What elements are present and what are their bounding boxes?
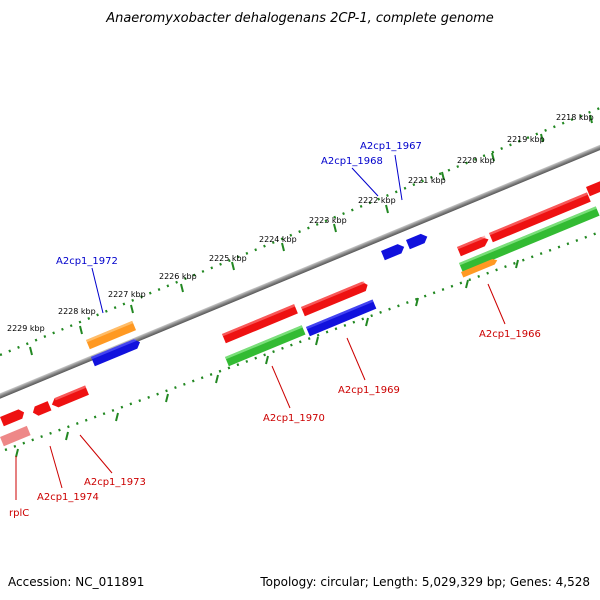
gene-label[interactable]: A2cp1_1969 <box>338 385 400 396</box>
scale-labels: 2218 kbp 2219 kbp 2220 kbp 2221 kbp 2222… <box>7 113 594 333</box>
gene-feature[interactable] <box>381 242 406 261</box>
gene-feature[interactable] <box>457 235 490 257</box>
gene-label[interactable]: A2cp1_1974 <box>37 492 99 503</box>
inner-scale-ticks <box>4 230 600 452</box>
gene-label[interactable]: A2cp1_1972 <box>56 256 118 267</box>
scale-label: 2224 kbp <box>259 235 297 244</box>
outer-major-ticks <box>29 114 593 356</box>
gene-feature[interactable] <box>31 401 52 417</box>
scale-label: 2219 kbp <box>507 135 545 144</box>
scale-label: 2229 kbp <box>7 324 45 333</box>
gene-labels-outer: A2cp1_1967 A2cp1_1968 A2cp1_1972 <box>56 141 422 267</box>
gene-feature[interactable] <box>488 192 591 243</box>
gene-feature[interactable] <box>406 232 429 250</box>
gene-feature[interactable] <box>461 257 498 278</box>
gene-feature[interactable] <box>86 320 137 350</box>
gene-labels-inner: A2cp1_1966 A2cp1_1969 A2cp1_1970 A2cp1_1… <box>9 329 541 519</box>
scale-label: 2218 kbp <box>556 113 594 122</box>
genome-backbone <box>0 133 600 406</box>
map-title: Anaeromyxobacter dehalogenans 2CP-1, com… <box>105 11 494 26</box>
gene-label[interactable]: A2cp1_1967 <box>360 141 422 152</box>
scale-label: 2222 kbp <box>358 196 396 205</box>
inner-major-ticks <box>15 259 519 458</box>
scale-label: 2226 kbp <box>159 272 197 281</box>
topology-text: Topology: circular; Length: 5,029,329 bp… <box>259 575 590 589</box>
gene-label[interactable]: A2cp1_1970 <box>263 413 325 424</box>
gene-feature[interactable] <box>225 325 306 367</box>
gene-label[interactable]: rplC <box>9 508 29 519</box>
gene-label[interactable]: A2cp1_1973 <box>84 477 146 488</box>
scale-label: 2223 kbp <box>309 216 347 225</box>
scale-label: 2220 kbp <box>457 156 495 165</box>
gene-feature[interactable] <box>586 179 600 197</box>
gene-label[interactable]: A2cp1_1966 <box>479 329 541 340</box>
leader-lines <box>15 154 506 500</box>
scale-label: 2225 kbp <box>209 254 247 263</box>
gene-feature[interactable] <box>306 299 377 337</box>
gene-feature[interactable] <box>0 425 31 447</box>
gene-label[interactable]: A2cp1_1968 <box>321 156 383 167</box>
gene-feature[interactable] <box>459 206 600 273</box>
gene-feature[interactable] <box>0 408 26 427</box>
outer-scale-ticks <box>0 106 600 357</box>
scale-label: 2221 kbp <box>408 176 446 185</box>
gene-feature[interactable] <box>91 337 142 367</box>
accession-text: Accession: NC_011891 <box>8 575 144 589</box>
scale-label: 2228 kbp <box>58 307 96 316</box>
scale-label: 2227 kbp <box>108 290 146 299</box>
gene-feature[interactable] <box>222 304 298 344</box>
gene-feature[interactable] <box>50 385 89 409</box>
gene-feature[interactable] <box>301 280 369 317</box>
